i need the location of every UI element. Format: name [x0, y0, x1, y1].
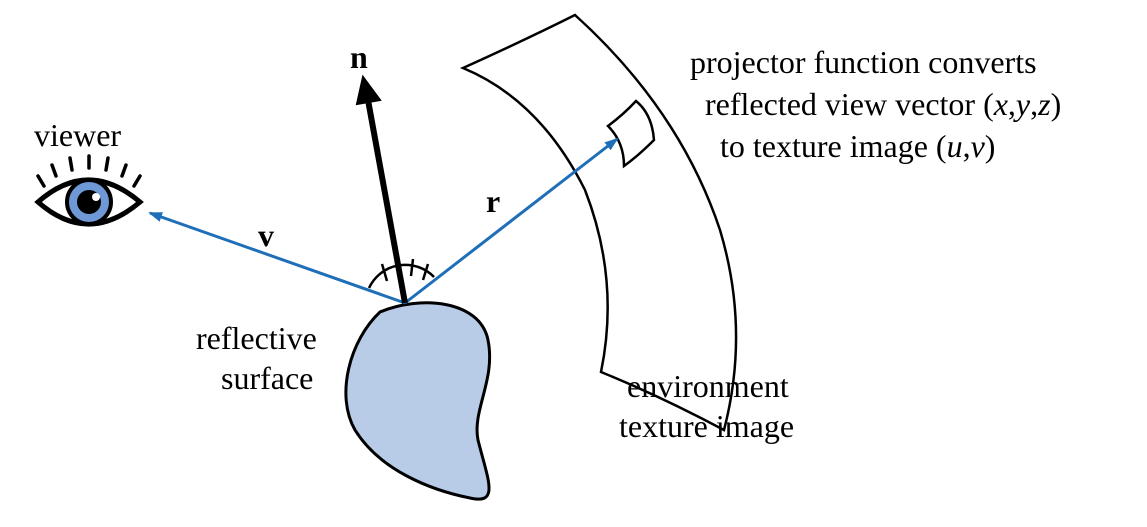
viewer-label: viewer — [34, 117, 121, 153]
environment-texture-sheet — [459, 13, 738, 432]
projector-line-3: to texture image (u,v) — [720, 128, 995, 164]
reflective-surface — [344, 301, 492, 501]
comma-2: , — [1030, 86, 1038, 122]
comma-1: , — [1008, 86, 1016, 122]
projector-line-2-prefix: reflected view vector ( — [705, 86, 994, 122]
reflected-vector-r — [404, 137, 619, 305]
texture-u: u — [947, 128, 963, 164]
vector-z: z — [1037, 86, 1051, 122]
normal-vector-n — [365, 99, 408, 304]
eye-icon — [34, 154, 144, 227]
texture-v: v — [971, 128, 986, 164]
reflective-label: reflective — [196, 320, 317, 356]
projector-line-3-prefix: to texture image ( — [720, 128, 947, 164]
projector-line-1: projector function converts — [690, 44, 1037, 80]
surface-label: surface — [221, 360, 313, 396]
view-vector-v — [148, 211, 406, 305]
environment-label: environment — [627, 368, 789, 404]
view-vector-label: v — [258, 217, 274, 253]
texture-patch — [606, 99, 656, 169]
projector-line-2-suffix: ) — [1051, 86, 1062, 122]
texture-image-label: texture image — [619, 408, 794, 444]
normal-label: n — [350, 39, 368, 75]
comma-3: , — [963, 128, 971, 164]
normal-arrowhead — [355, 74, 382, 106]
vector-y: y — [1013, 86, 1031, 122]
projector-line-3-suffix: ) — [985, 128, 996, 164]
reflected-vector-label: r — [486, 183, 500, 219]
vector-x: x — [993, 86, 1008, 122]
projector-line-2: reflected view vector (x,y,z) — [705, 86, 1061, 122]
